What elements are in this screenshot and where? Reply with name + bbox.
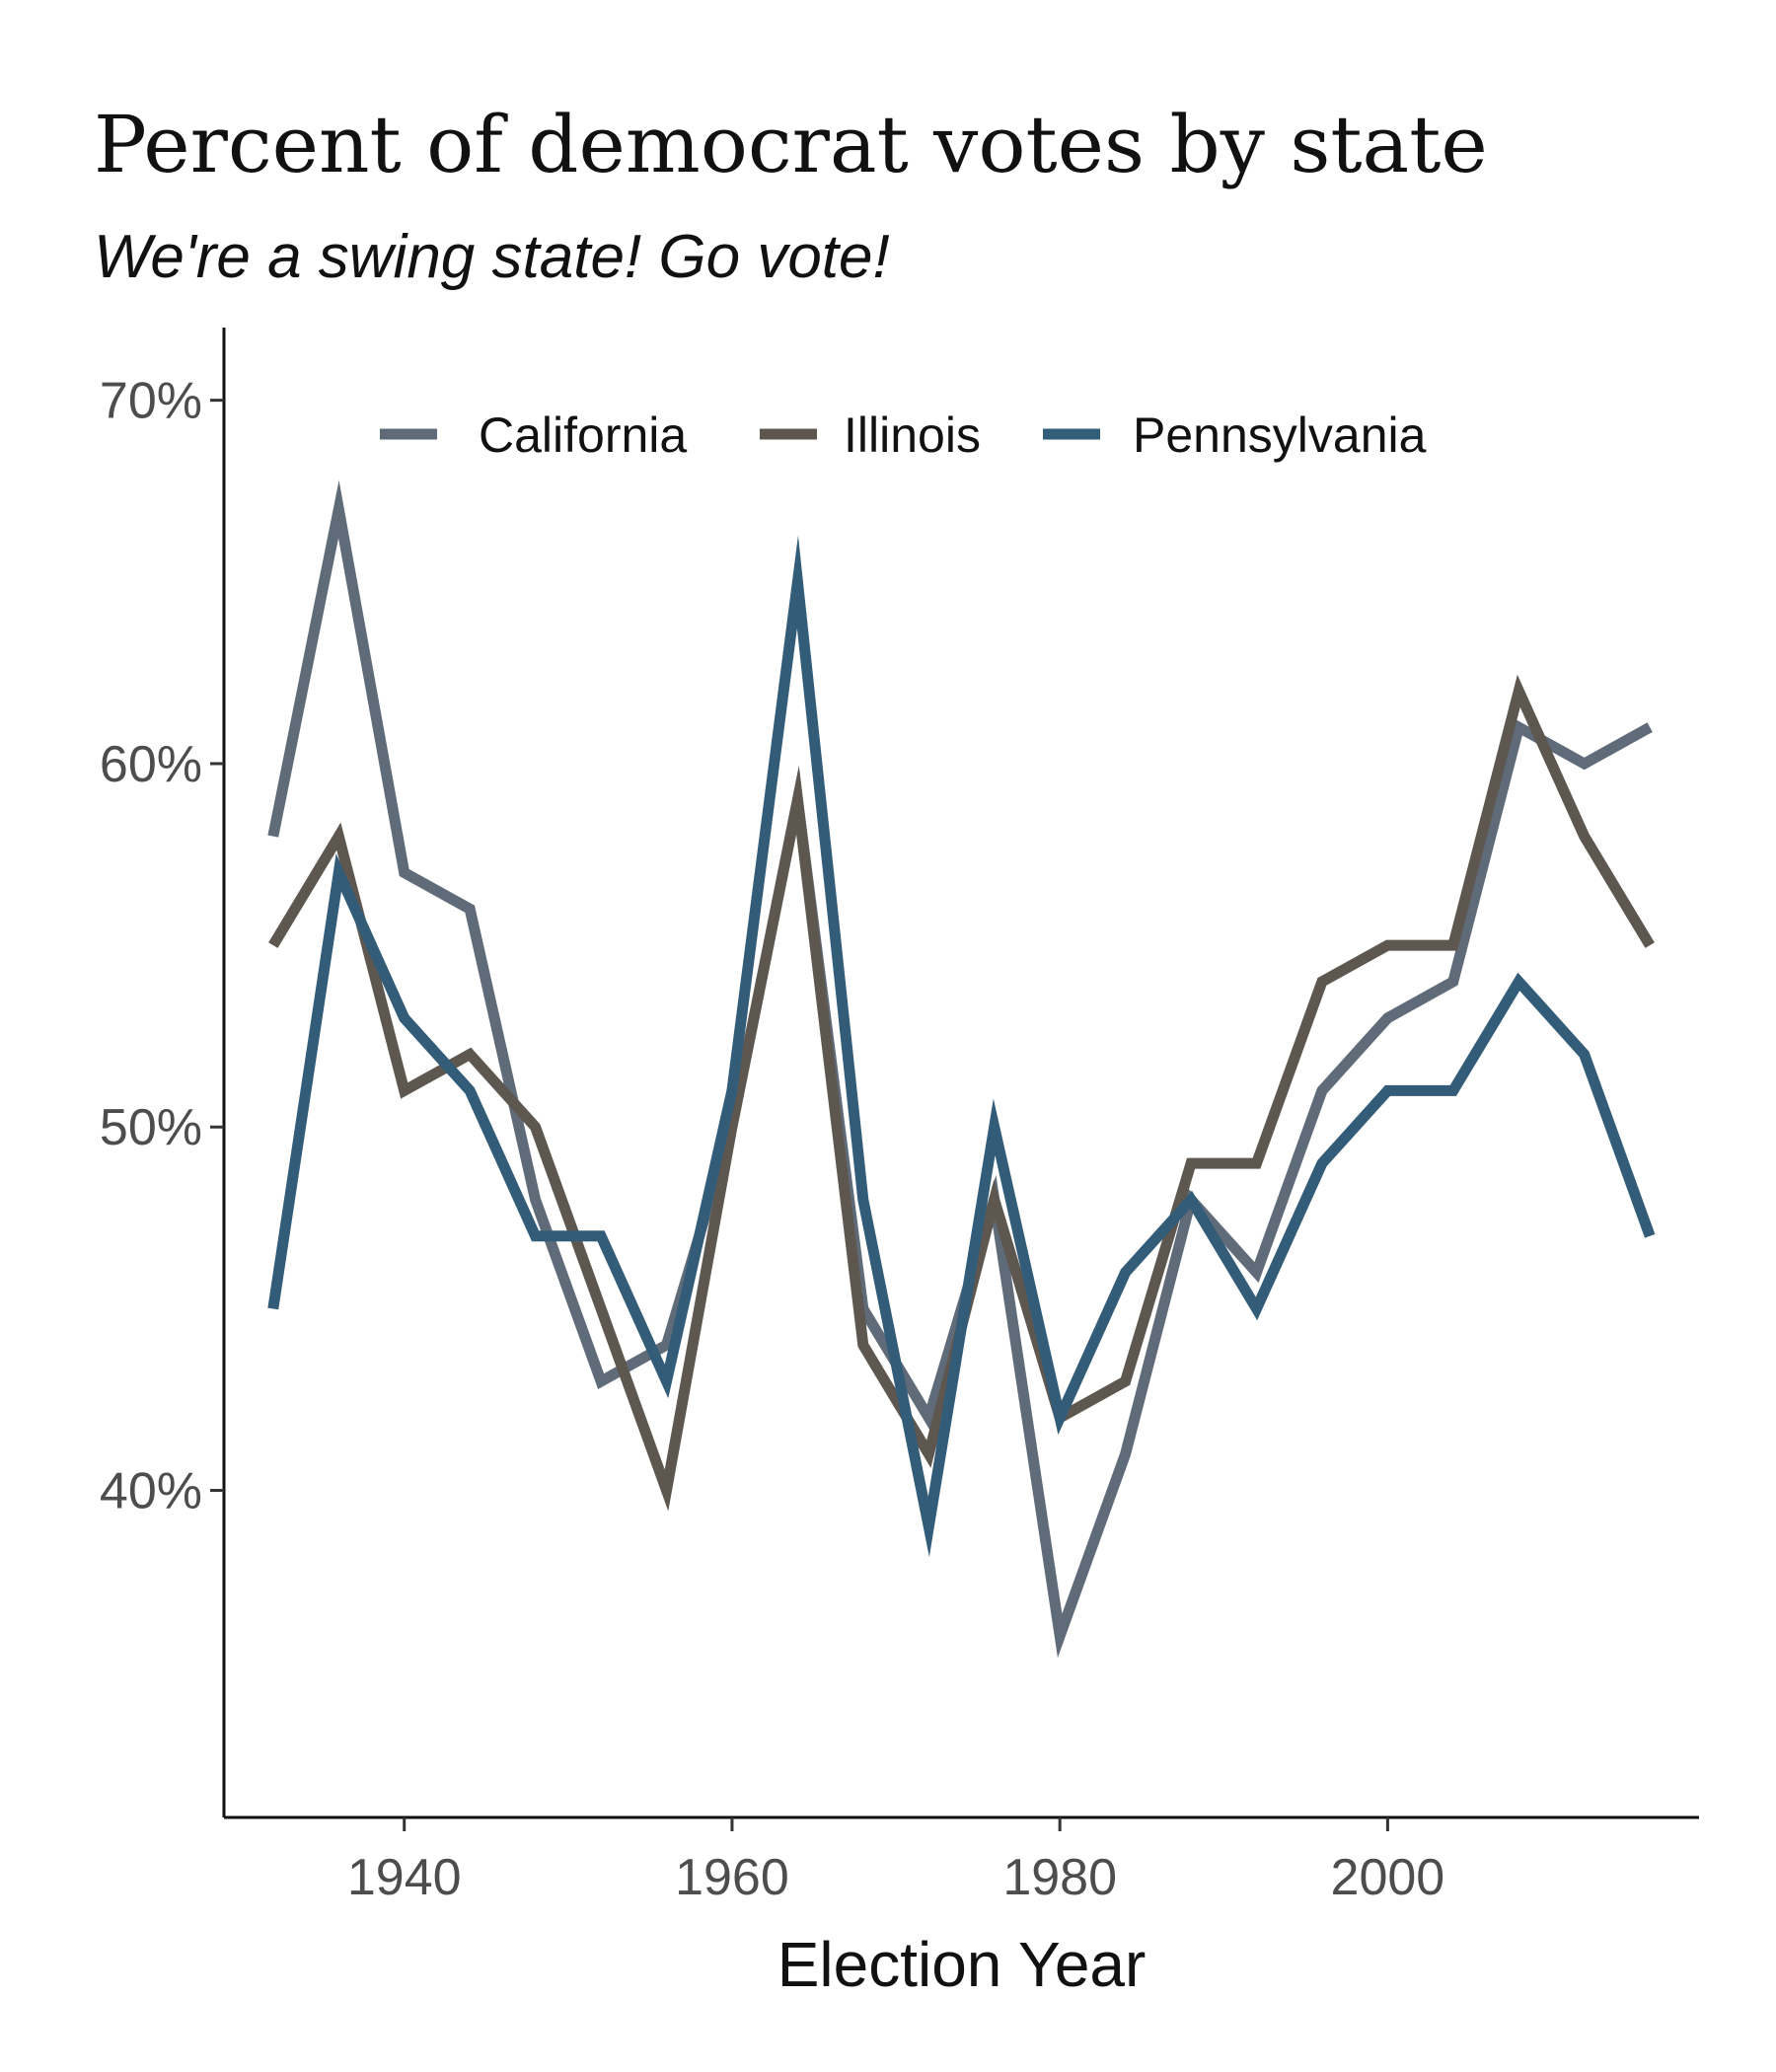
series-layer: [267, 480, 1656, 1659]
chart-subtitle: We're a swing state! Go vote!: [94, 223, 890, 291]
y-tick-label: 50%: [100, 1099, 202, 1156]
x-tick-label: 1980: [1002, 1849, 1117, 1906]
legend: California Illinois Pennsylvania: [380, 407, 1427, 463]
legend-label-illinois: Illinois: [844, 407, 981, 463]
y-tick-label: 60%: [100, 736, 202, 793]
x-tick-label: 1960: [675, 1849, 789, 1906]
x-tick-label: 2000: [1331, 1849, 1445, 1906]
x-tick-label: 1940: [347, 1849, 462, 1906]
axes: 40% 50% 60% 70% 1940 1960 1980 2000: [100, 328, 1699, 1906]
legend-label-pennsylvania: Pennsylvania: [1133, 407, 1427, 463]
series-line-pennsylvania: [267, 535, 1656, 1558]
y-tick-label: 40%: [100, 1463, 202, 1520]
chart-title: Percent of democrat votes by state: [94, 99, 1488, 190]
x-axis-title: Election Year: [777, 1929, 1147, 2000]
y-tick-label: 70%: [100, 373, 202, 430]
legend-label-california: California: [479, 407, 687, 463]
